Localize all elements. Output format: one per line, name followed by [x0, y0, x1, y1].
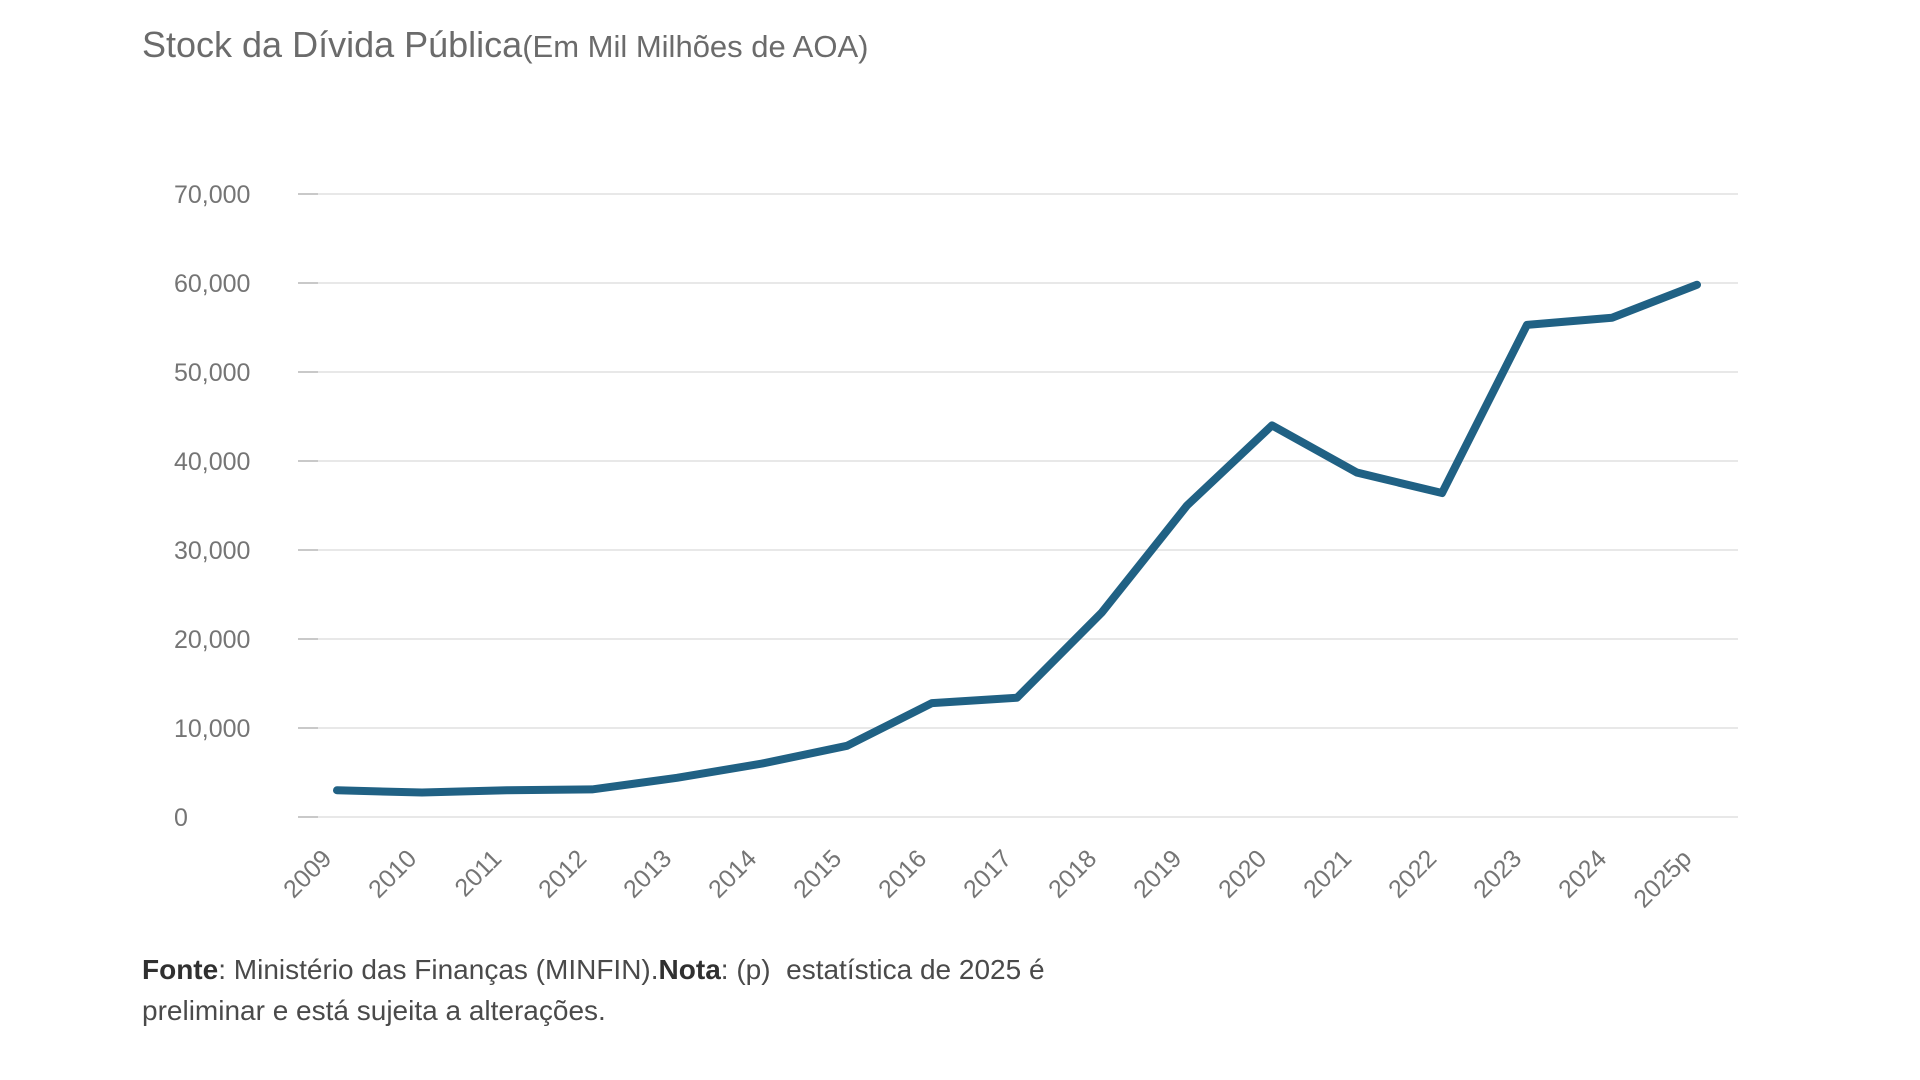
y-axis-label: 50,000 — [174, 359, 250, 387]
x-axis-label: 2019 — [1128, 844, 1187, 903]
x-axis-label: 2016 — [873, 844, 932, 903]
x-axis-label: 2010 — [363, 844, 422, 903]
chart-title-main: Stock da Dívida Pública — [142, 24, 523, 65]
debt-series-line[interactable] — [333, 280, 1701, 797]
x-axis-label: 2012 — [533, 844, 592, 903]
x-axis-label: 2024 — [1553, 844, 1612, 903]
y-axis-label: 70,000 — [174, 181, 250, 209]
y-axis-label: 40,000 — [174, 448, 250, 476]
x-axis-label: 2025p — [1628, 844, 1697, 913]
x-axis-label: 2015 — [788, 844, 847, 903]
x-axis-label: 2011 — [449, 844, 507, 902]
footnote-text: : (p) estatística de 2025 é preliminar e… — [142, 954, 1045, 1026]
x-axis-label: 2020 — [1213, 844, 1272, 903]
footnote: Fonte: Ministério das Finanças (MINFIN).… — [142, 950, 1262, 1031]
chart-subtitle: (Em Mil Milhões de AOA) — [522, 29, 869, 64]
x-axis-label: 2017 — [958, 844, 1017, 903]
y-axis-label: 60,000 — [174, 270, 250, 298]
x-axis-label: 2014 — [703, 844, 762, 903]
x-axis-label: 2018 — [1043, 844, 1102, 903]
x-axis-label: 2013 — [618, 844, 677, 903]
y-axis-label: 0 — [174, 804, 188, 832]
y-axis-label: 20,000 — [174, 626, 250, 654]
y-axis-label: 30,000 — [174, 537, 250, 565]
x-axis-label: 2022 — [1383, 844, 1442, 903]
footnote-text: : Ministério das Finanças (MINFIN). — [218, 954, 659, 985]
chart-title: Stock da Dívida Pública(Em Mil Milhões d… — [142, 24, 868, 66]
y-axis-label: 10,000 — [174, 715, 250, 743]
footnote-label: Fonte — [142, 954, 219, 985]
x-axis-label: 2021 — [1298, 844, 1357, 903]
x-axis-label: 2009 — [278, 844, 337, 903]
x-axis-label: 2023 — [1468, 844, 1527, 903]
footnote-label: Nota — [658, 954, 721, 985]
